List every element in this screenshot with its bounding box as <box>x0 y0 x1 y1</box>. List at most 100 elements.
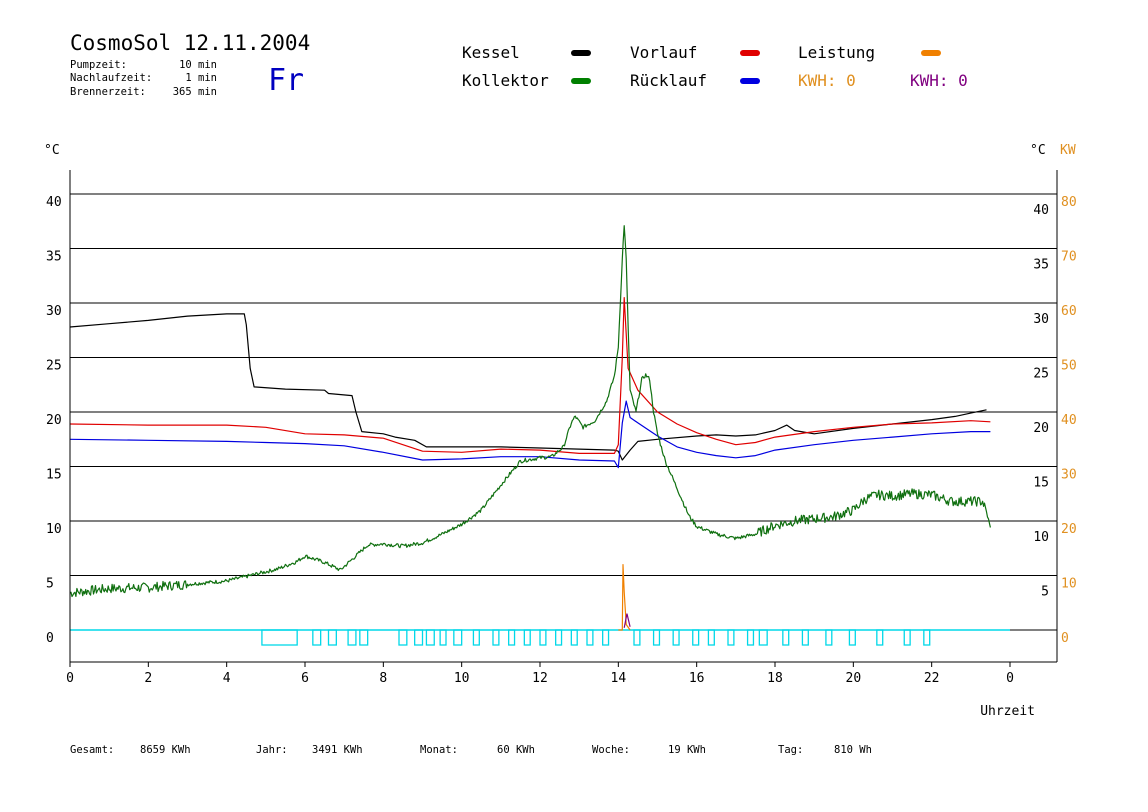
week-value: 19 KWh <box>668 744 706 756</box>
pump-interval <box>523 629 531 646</box>
series-line-kessel <box>69 313 987 461</box>
y-tick-label-left: 30 <box>46 304 62 319</box>
y-tick-label-right-kw: 50 <box>1061 359 1077 374</box>
y-tick-label-left: 25 <box>46 359 62 374</box>
x-tick-label: 18 <box>767 671 783 686</box>
legend-kessel-swatch <box>571 50 591 56</box>
x-tick-label: 4 <box>223 671 231 686</box>
pump-interval <box>586 629 594 646</box>
legend-vorlauf-label: Vorlauf <box>630 43 697 62</box>
series-line-ruecklauf <box>69 400 991 469</box>
x-tick-label: 12 <box>532 671 548 686</box>
pump-interval <box>876 629 884 646</box>
pump-interval <box>746 629 755 646</box>
week-label: Woche: <box>592 744 630 756</box>
x-tick-label: 14 <box>611 671 627 686</box>
legend-leistung-label: Leistung <box>798 43 875 62</box>
month-label: Monat: <box>420 744 458 756</box>
y-tick-label-right-kw: 80 <box>1061 195 1077 210</box>
legend-kessel-label: Kessel <box>462 43 520 62</box>
series-lines <box>69 225 991 631</box>
y-tick-label-left: 10 <box>46 522 62 537</box>
pump-interval <box>692 629 700 646</box>
series-line-kollektor <box>69 225 991 598</box>
x-tick-label: 20 <box>846 671 862 686</box>
legend-kwh-violet: KWH: 0 <box>910 71 968 90</box>
gridlines <box>70 193 1057 631</box>
pump-interval <box>508 629 516 646</box>
y-tick-label-right-c: 30 <box>1033 312 1049 327</box>
y-tick-label-right-kw: 20 <box>1061 522 1077 537</box>
y-tick-label-right-kw: 10 <box>1061 577 1077 592</box>
x-tick-label: 16 <box>689 671 705 686</box>
x-axis-label: Uhrzeit <box>980 704 1035 719</box>
legend-ruecklauf-swatch <box>740 78 760 84</box>
chart-title: CosmoSol 12.11.2004 <box>70 31 310 55</box>
legend-vorlauf-swatch <box>740 50 760 56</box>
y-axis-right-unit-kw: KW <box>1060 143 1076 158</box>
day-value: 810 Wh <box>834 744 872 756</box>
weekday-label: Fr <box>268 63 304 98</box>
series-line-vorlauf <box>69 297 991 454</box>
legend: Kessel Vorlauf Leistung Kollektor Rückla… <box>462 43 968 90</box>
pump-interval <box>472 629 480 646</box>
x-tick-label: 2 <box>144 671 152 686</box>
pump-interval <box>801 629 809 646</box>
y-tick-label-right-c: 20 <box>1033 421 1049 436</box>
y-tick-label-right-c: 25 <box>1033 367 1049 382</box>
year-value: 3491 KWh <box>312 744 363 756</box>
x-tick-label: 22 <box>924 671 940 686</box>
pump-interval <box>555 629 563 646</box>
y-tick-label-left: 20 <box>46 413 62 428</box>
pump-interval <box>492 629 500 646</box>
series-line-leistung <box>618 563 631 631</box>
pump-interval <box>453 629 463 646</box>
pump-interval <box>652 629 661 646</box>
x-tick-label: 0 <box>66 671 74 686</box>
pump-interval <box>570 629 578 646</box>
legend-kwh-orange: KWH: 0 <box>798 71 856 90</box>
energy-totals: Gesamt: 8659 KWh Jahr: 3491 KWh Monat: 6… <box>70 744 872 756</box>
y-tick-label-left: 5 <box>46 577 54 592</box>
pump-interval <box>782 629 790 646</box>
month-value: 60 KWh <box>497 744 535 756</box>
day-label: Tag: <box>778 744 803 756</box>
y-tick-label-left: 35 <box>46 250 62 265</box>
x-tick-label: 0 <box>1006 671 1014 686</box>
pump-interval <box>414 629 424 646</box>
y-axis-right-unit-c: °C <box>1030 143 1046 158</box>
x-tick-label: 10 <box>454 671 470 686</box>
burner-time-value: 365 min <box>173 86 217 98</box>
y-tick-label-right-c: 40 <box>1033 203 1049 218</box>
y-tick-label-left: 0 <box>46 631 54 646</box>
y-tick-label-right-kw: 0 <box>1061 631 1069 646</box>
pump-interval <box>261 629 298 646</box>
overrun-time-value: 1 min <box>185 72 217 84</box>
y-tick-label-right-kw: 70 <box>1061 250 1077 265</box>
burner-time-label: Brennerzeit: <box>70 86 146 98</box>
pump-interval <box>398 629 408 646</box>
pump-interval <box>347 629 357 646</box>
total-label: Gesamt: <box>70 744 114 756</box>
pump-interval <box>672 629 680 646</box>
overrun-time-label: Nachlaufzeit: <box>70 72 152 84</box>
pump-time-value: 10 min <box>179 59 217 71</box>
y-tick-label-right-c: 15 <box>1033 476 1049 491</box>
x-tick-label: 8 <box>379 671 387 686</box>
legend-kollektor-label: Kollektor <box>462 71 549 90</box>
pump-interval <box>923 629 931 646</box>
y-axis-left-unit: °C <box>44 143 60 158</box>
pump-interval <box>848 629 856 646</box>
y-tick-label-right-c: 10 <box>1033 530 1049 545</box>
series-line-violet-peak <box>623 613 631 628</box>
x-tick-label: 6 <box>301 671 309 686</box>
y-tick-label-left: 40 <box>46 195 62 210</box>
y-tick-label-right-kw: 30 <box>1061 468 1077 483</box>
pump-interval <box>707 629 715 646</box>
pump-time-label: Pumpzeit: <box>70 59 127 71</box>
y-tick-label-right-kw: 40 <box>1061 413 1077 428</box>
pump-interval <box>633 629 641 646</box>
tick-labels: 0 2 4 6 8 10 12 14 16 18 20 22 0 0 5 10 15 20 25 30 35 40 5 10 1… <box>46 195 1077 686</box>
pump-interval <box>327 629 337 646</box>
pump-interval <box>903 629 911 646</box>
